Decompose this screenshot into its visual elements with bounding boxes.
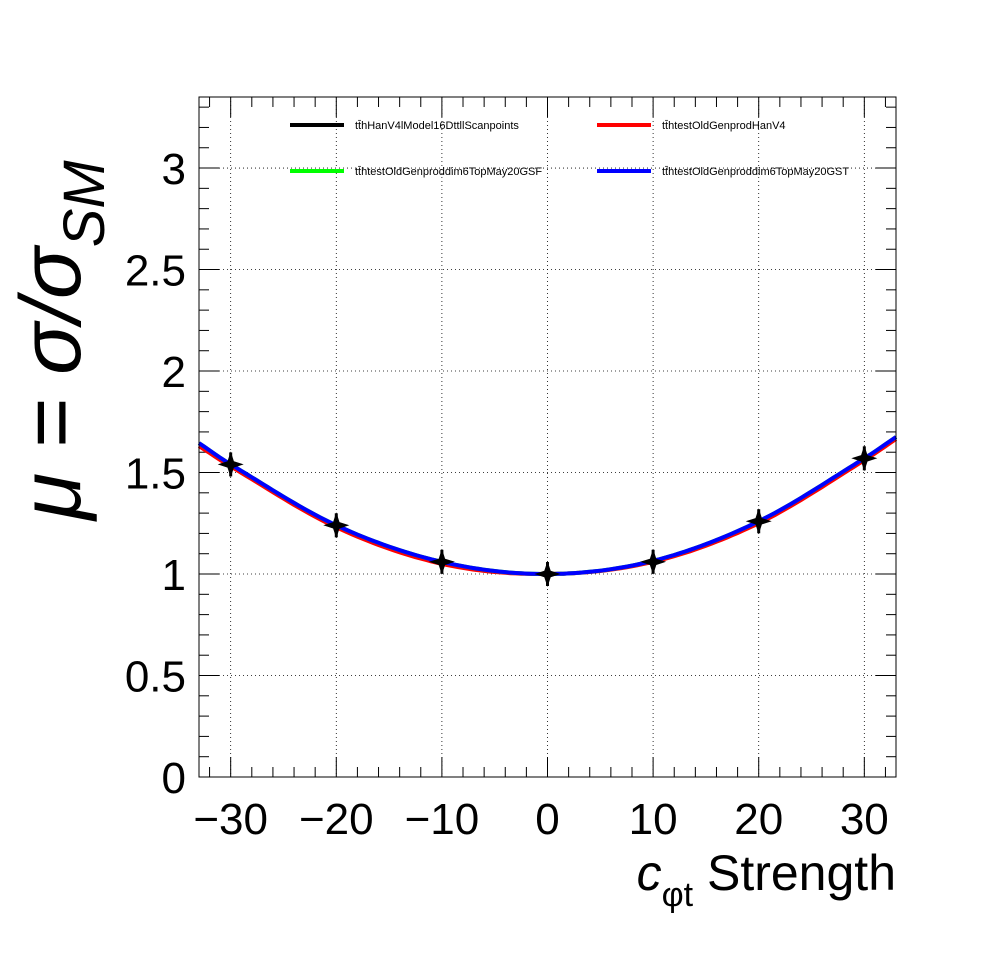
legend-label: tt̄htestOldGenprodHanV4 bbox=[662, 120, 786, 132]
axis-ticks bbox=[199, 97, 896, 778]
x-tick-label: −10 bbox=[405, 795, 480, 844]
y-axis-title: μ = σ/σSM bbox=[3, 160, 117, 522]
y-tick-label: 3 bbox=[162, 145, 186, 194]
y-tick-label: 0 bbox=[162, 754, 186, 803]
y-tick-label: 0.5 bbox=[125, 653, 186, 702]
x-tick-labels: −30 −20 −10 0 10 20 30 bbox=[193, 795, 888, 844]
x-tick-label: 30 bbox=[840, 795, 889, 844]
x-tick-label: 0 bbox=[535, 795, 559, 844]
y-tick-label: 1.5 bbox=[125, 450, 186, 499]
y-tick-label: 2 bbox=[162, 348, 186, 397]
y-tick-label: 1 bbox=[162, 551, 186, 600]
x-tick-label: −20 bbox=[299, 795, 374, 844]
x-axis-title-rest: Strength bbox=[693, 845, 896, 901]
legend-label: tt̄htestOldGenproddim6TopMay20GSF bbox=[355, 166, 542, 178]
y-axis-title-sub: SM bbox=[52, 160, 117, 248]
y-tick-labels: 0 0.5 1 1.5 2 2.5 3 bbox=[125, 145, 186, 803]
x-axis-title-sub: φt bbox=[662, 876, 694, 914]
x-tick-label: −30 bbox=[193, 795, 268, 844]
y-axis-title-main: μ = σ/σ bbox=[3, 244, 99, 522]
x-tick-label: 20 bbox=[734, 795, 783, 844]
x-axis-title: cφt Strength bbox=[637, 845, 896, 914]
series-markers bbox=[217, 445, 878, 587]
y-tick-label: 2.5 bbox=[125, 247, 186, 296]
legend-label: tt̄htestOldGenproddim6TopMay20GST bbox=[662, 166, 849, 178]
legend: tt̄hHanV4lModel16DttllScanpoints tt̄htest… bbox=[290, 120, 849, 178]
plot-frame bbox=[198, 96, 897, 778]
legend-label: tt̄hHanV4lModel16DttllScanpoints bbox=[355, 120, 519, 132]
x-tick-label: 10 bbox=[629, 795, 678, 844]
x-axis-title-main: c bbox=[637, 845, 662, 901]
